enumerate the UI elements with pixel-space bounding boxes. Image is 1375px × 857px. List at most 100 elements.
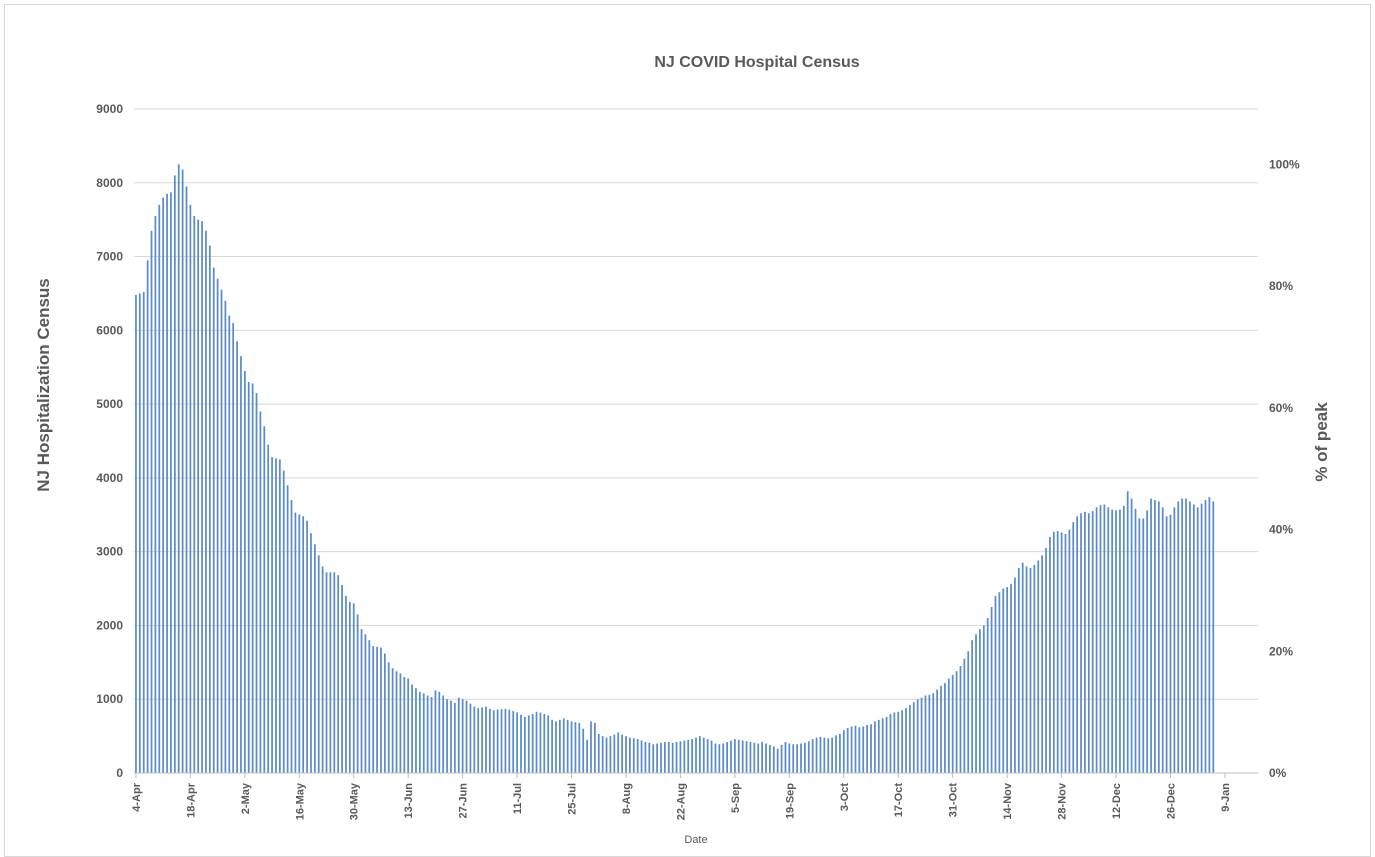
bar bbox=[372, 646, 375, 773]
bar bbox=[216, 278, 219, 773]
bar bbox=[337, 575, 340, 773]
bar bbox=[1115, 510, 1117, 773]
bar bbox=[1041, 555, 1044, 773]
bar bbox=[660, 742, 662, 773]
bar bbox=[640, 740, 643, 773]
bar bbox=[294, 512, 297, 773]
bar bbox=[761, 742, 763, 773]
y-tick-label: 8000 bbox=[96, 176, 123, 190]
bar bbox=[271, 457, 273, 773]
bar bbox=[1181, 498, 1184, 773]
bar bbox=[185, 186, 188, 774]
bar bbox=[403, 677, 406, 773]
bar bbox=[302, 516, 305, 773]
bar bbox=[1076, 516, 1079, 773]
y-tick-label: 1000 bbox=[96, 692, 123, 706]
bar bbox=[772, 746, 775, 773]
bar bbox=[142, 291, 145, 773]
bar bbox=[348, 601, 351, 773]
bar bbox=[912, 702, 915, 773]
y2-axis-title: % of peak bbox=[1312, 402, 1331, 482]
bar bbox=[936, 689, 939, 773]
bar bbox=[994, 595, 997, 773]
x-tick-label: 28-Nov bbox=[1057, 782, 1069, 820]
bar bbox=[1204, 500, 1207, 773]
bar bbox=[492, 710, 495, 773]
bar bbox=[683, 740, 686, 773]
y-tick-label: 9000 bbox=[96, 102, 123, 116]
bar bbox=[613, 734, 616, 773]
bar bbox=[317, 555, 320, 773]
bar bbox=[710, 740, 713, 773]
bar bbox=[671, 742, 674, 773]
bar bbox=[566, 719, 569, 773]
bar bbox=[473, 706, 476, 773]
gridlines bbox=[134, 108, 1258, 700]
bar bbox=[562, 718, 565, 773]
bar bbox=[438, 691, 441, 773]
bar bbox=[1208, 497, 1211, 773]
bar bbox=[243, 370, 246, 773]
bar bbox=[1134, 508, 1137, 773]
bar bbox=[150, 230, 153, 774]
bar bbox=[745, 741, 748, 773]
bar bbox=[714, 743, 717, 773]
bar bbox=[1173, 507, 1176, 773]
bar bbox=[1157, 501, 1160, 773]
bar bbox=[399, 673, 402, 773]
bar bbox=[415, 688, 417, 773]
bar bbox=[656, 743, 658, 773]
bar bbox=[197, 219, 200, 774]
bar bbox=[874, 721, 876, 773]
bar bbox=[236, 341, 238, 773]
bar bbox=[928, 694, 931, 773]
bar bbox=[924, 695, 927, 773]
bar bbox=[811, 739, 814, 773]
bar bbox=[543, 713, 546, 773]
bar bbox=[341, 584, 343, 773]
y2-tick-label: 60% bbox=[1269, 401, 1293, 415]
bar bbox=[1146, 510, 1149, 773]
bar bbox=[181, 169, 184, 773]
bar bbox=[916, 699, 919, 773]
bar bbox=[842, 730, 845, 773]
bar bbox=[625, 736, 627, 773]
bar bbox=[979, 629, 981, 773]
y-tick-label: 0 bbox=[116, 766, 123, 780]
bar bbox=[1002, 588, 1005, 773]
bar bbox=[757, 743, 760, 773]
x-tick-label: 4-Apr bbox=[131, 782, 143, 811]
bar bbox=[815, 737, 818, 773]
bar bbox=[679, 741, 682, 773]
bar bbox=[481, 707, 483, 773]
bar bbox=[765, 743, 767, 773]
bar bbox=[920, 697, 923, 773]
x-tick-label: 31-Oct bbox=[948, 783, 960, 818]
bar bbox=[1111, 509, 1114, 773]
bar bbox=[1029, 567, 1032, 773]
bar bbox=[695, 737, 697, 773]
bar bbox=[1189, 501, 1191, 773]
bar bbox=[453, 702, 456, 773]
bar bbox=[1021, 562, 1024, 773]
bar bbox=[846, 728, 849, 773]
bar bbox=[224, 300, 227, 773]
bar bbox=[488, 708, 491, 773]
bar bbox=[1122, 505, 1125, 773]
bar bbox=[706, 739, 709, 773]
bar bbox=[1068, 529, 1071, 773]
x-tick-label: 9-Jan bbox=[1220, 783, 1232, 812]
bar bbox=[590, 721, 592, 773]
bar bbox=[827, 738, 830, 773]
y-tick-label: 4000 bbox=[96, 471, 123, 485]
bar bbox=[609, 736, 612, 773]
bar bbox=[582, 728, 585, 773]
bar bbox=[722, 743, 725, 773]
bar bbox=[298, 514, 301, 773]
bar bbox=[839, 733, 841, 773]
bar bbox=[982, 625, 985, 773]
bar bbox=[446, 699, 448, 773]
bar bbox=[1200, 503, 1203, 773]
bar bbox=[1119, 509, 1121, 773]
y2-tick-label: 100% bbox=[1269, 157, 1300, 171]
